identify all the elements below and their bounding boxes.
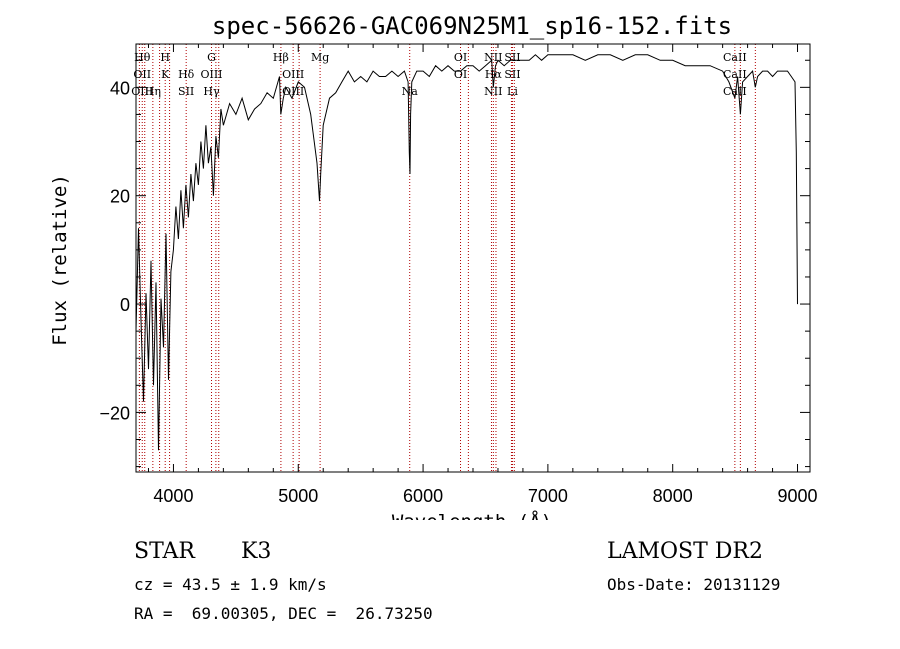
y-tick-label: 20 <box>110 187 130 207</box>
x-tick-label: 4000 <box>153 486 193 506</box>
line-label: Na <box>402 85 419 98</box>
y-tick-label: 0 <box>120 295 130 315</box>
x-tick-label: 7000 <box>528 486 568 506</box>
y-tick-label: −20 <box>99 403 130 423</box>
line-label: OIII <box>282 85 304 98</box>
object-class: STAR <box>134 539 195 564</box>
chart-title: spec-56626-GAC069N25M1_sp16-152.fits <box>212 12 732 40</box>
line-label: SII <box>504 68 520 81</box>
object-subclass: K3 <box>241 539 272 564</box>
x-tick-label: 8000 <box>653 486 693 506</box>
line-label: G <box>207 51 216 64</box>
line-label: Li <box>507 85 518 98</box>
x-tick-label: 5000 <box>278 486 318 506</box>
line-label: Hδ <box>178 68 195 81</box>
spectrum-chart: spec-56626-GAC069N25M1_sp16-152.fits Hθ O… <box>49 12 818 520</box>
line-label: OII <box>133 68 151 81</box>
line-label: SII <box>504 51 520 64</box>
line-label: Hα <box>485 68 503 81</box>
y-tick-label: 40 <box>110 78 130 98</box>
line-label: OI <box>454 51 467 64</box>
x-tick-label: 6000 <box>403 486 443 506</box>
survey-name: LAMOST DR2 <box>607 539 763 564</box>
observation-date: Obs-Date: 20131129 <box>607 575 781 594</box>
line-label: Hγ <box>203 85 220 98</box>
line-label: OIII <box>131 85 153 98</box>
x-axis-ticks: 4000 5000 6000 7000 8000 9000 <box>147 44 818 506</box>
line-label: Hθ <box>134 51 151 64</box>
line-label: CaII <box>723 85 747 98</box>
y-axis-ticks: −20 0 20 40 <box>99 59 810 468</box>
y-axis-label: Flux (relative) <box>49 174 71 346</box>
spectrum-series-line <box>135 54 798 451</box>
line-label: Mg <box>311 51 329 64</box>
line-label: OIII <box>282 68 304 81</box>
x-tick-label: 9000 <box>777 486 817 506</box>
line-label: OI <box>454 68 467 81</box>
line-label: CaII <box>723 68 747 81</box>
x-axis-label: Wavelength (Å) <box>392 510 552 520</box>
plot-frame <box>135 43 811 473</box>
line-label: CaII <box>723 51 747 64</box>
line-label: OIII <box>200 68 222 81</box>
redshift-cz: cz = 43.5 ± 1.9 km/s <box>134 575 327 594</box>
spectral-line-markers <box>138 44 756 472</box>
line-label: H <box>160 51 170 64</box>
line-label: Hη <box>145 85 161 98</box>
line-label: Hβ <box>273 51 289 64</box>
line-label: NII <box>484 85 502 98</box>
coordinates: RA = 69.00305, DEC = 26.73250 <box>134 604 433 623</box>
line-label: K <box>161 68 170 81</box>
line-label: SII <box>178 85 194 98</box>
